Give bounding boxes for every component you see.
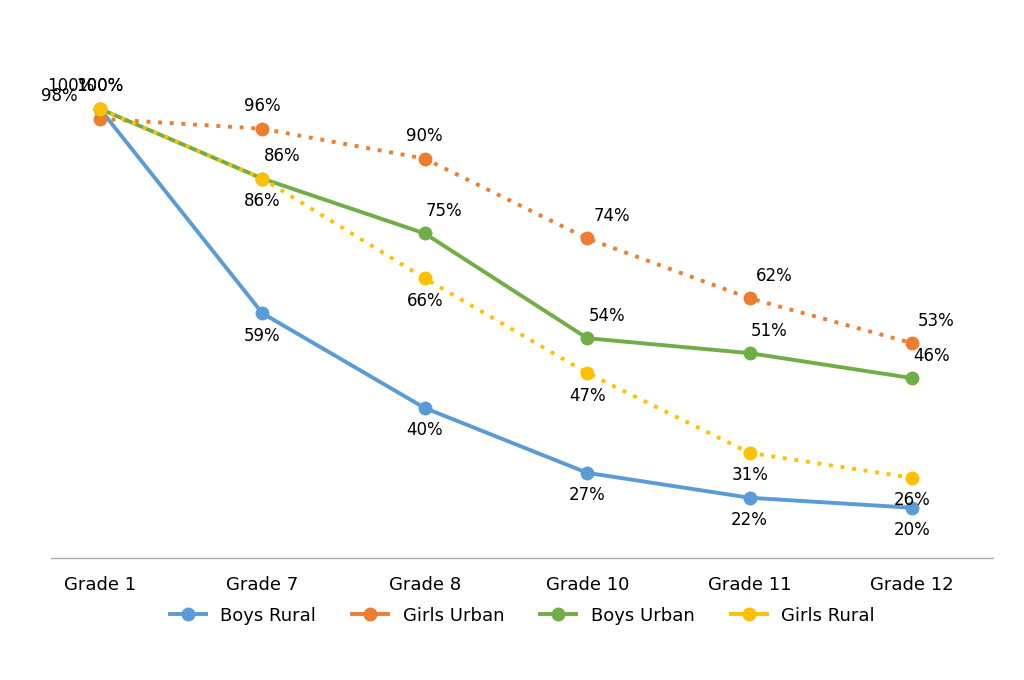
Text: 46%: 46% [913, 347, 950, 364]
Text: 75%: 75% [426, 202, 463, 220]
Text: 62%: 62% [756, 267, 793, 285]
Text: 26%: 26% [894, 491, 931, 509]
Text: 59%: 59% [244, 326, 281, 345]
Text: 22%: 22% [731, 511, 768, 529]
Text: 31%: 31% [731, 466, 768, 484]
Legend: Boys Rural, Girls Urban, Boys Urban, Girls Rural: Boys Rural, Girls Urban, Boys Urban, Gir… [163, 600, 882, 632]
Text: 66%: 66% [407, 292, 443, 310]
Text: 90%: 90% [407, 127, 443, 146]
Text: 98%: 98% [41, 87, 78, 105]
Text: 86%: 86% [244, 192, 281, 210]
Text: 20%: 20% [894, 521, 931, 539]
Text: 51%: 51% [751, 322, 787, 340]
Text: 27%: 27% [569, 486, 605, 505]
Text: 54%: 54% [589, 307, 625, 325]
Text: 86%: 86% [263, 147, 300, 165]
Text: 40%: 40% [407, 422, 443, 439]
Text: 53%: 53% [919, 311, 954, 330]
Text: 100%: 100% [77, 78, 124, 95]
Text: 100%: 100% [77, 78, 124, 95]
Text: 47%: 47% [569, 386, 605, 405]
Text: 74%: 74% [593, 207, 630, 225]
Text: 96%: 96% [244, 97, 281, 116]
Text: 100%: 100% [47, 78, 94, 95]
